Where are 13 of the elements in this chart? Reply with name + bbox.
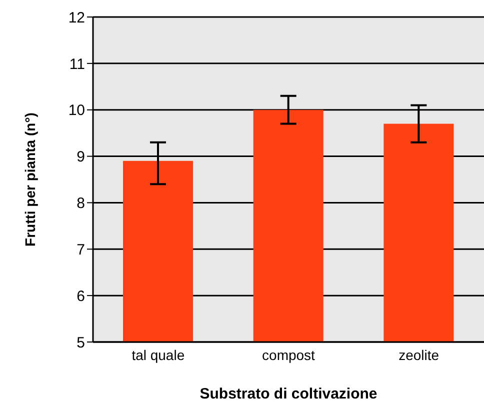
y-axis-title: Frutti per pianta (n°)	[22, 112, 38, 246]
y-tick-label: 7	[76, 241, 85, 258]
x-tick-label: compost	[262, 346, 316, 363]
y-tick-label: 10	[68, 102, 85, 120]
y-tick-label: 6	[76, 288, 85, 305]
x-tick-label: tal quale	[132, 346, 185, 363]
y-tick-label: 8	[76, 195, 85, 212]
y-tick-label: 11	[69, 56, 85, 73]
y-tick-label: 5	[76, 334, 85, 352]
x-axis-title: Substrato di coltivazione	[200, 386, 378, 403]
y-tick-label: 12	[68, 9, 85, 26]
y-tick-label: 9	[76, 148, 85, 166]
x-tick-label: zeolite	[398, 346, 440, 363]
